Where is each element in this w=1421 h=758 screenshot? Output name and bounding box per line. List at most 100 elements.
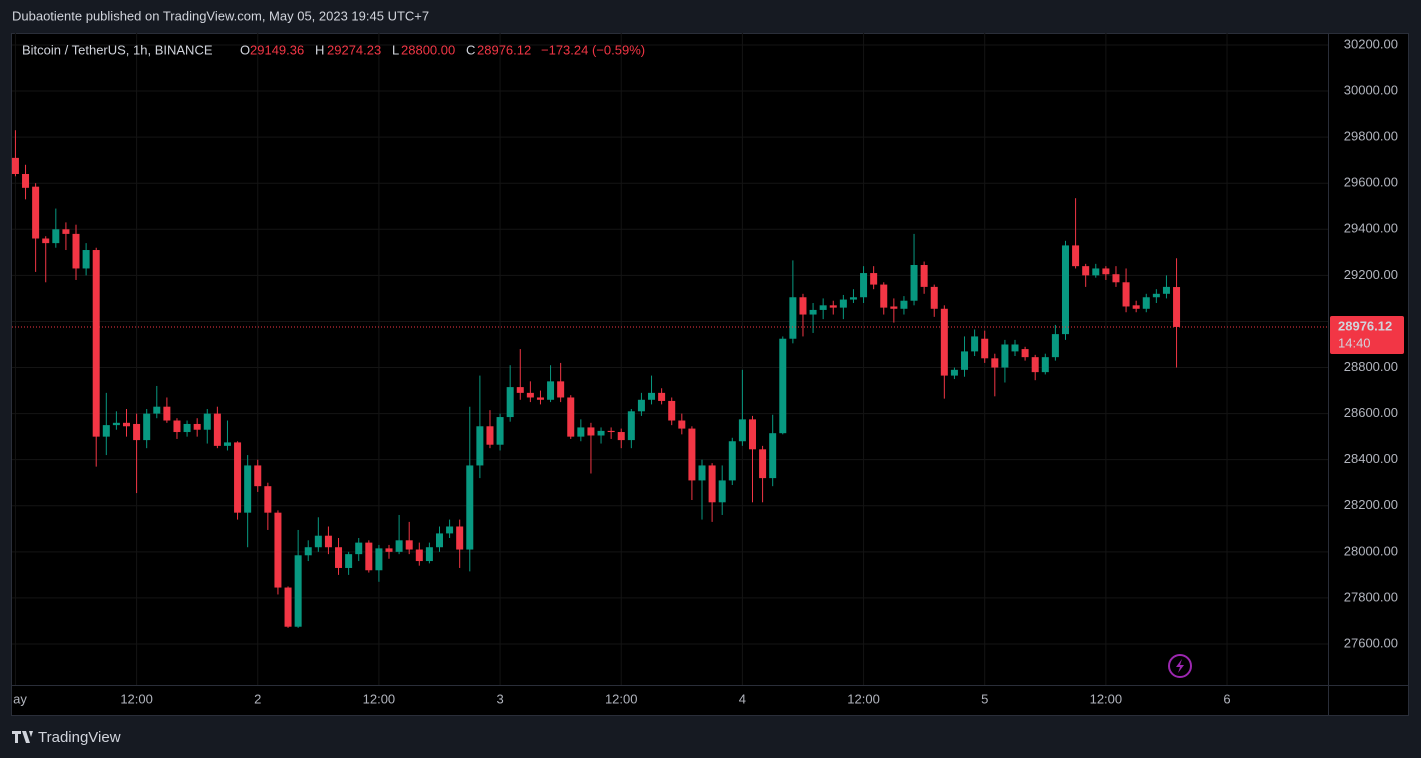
legend-key: O [240, 42, 250, 57]
candle-body [950, 369, 958, 376]
candle-body [829, 305, 837, 308]
candle-body [779, 338, 787, 434]
candle-body [839, 299, 847, 308]
candle-body [1072, 245, 1080, 267]
candle-body [335, 547, 343, 568]
candle-body [587, 427, 595, 436]
y-tick-label: 30000.00 [1344, 82, 1398, 97]
candle-body [516, 387, 524, 393]
x-tick-label: 3 [496, 691, 503, 706]
candle-body [112, 422, 120, 426]
candle-body [425, 547, 433, 562]
candle-body [971, 336, 979, 352]
candle-body [668, 400, 676, 421]
candle-body [345, 554, 353, 568]
candle-body [234, 442, 242, 513]
candle-body [678, 420, 686, 429]
candle-body [536, 397, 544, 400]
candle-body [547, 381, 555, 400]
candle-body [375, 548, 383, 571]
candle-body [1142, 297, 1150, 309]
candle-body [122, 422, 130, 427]
candle-body [213, 413, 221, 446]
candle-body [526, 392, 534, 398]
candle-body [143, 413, 151, 441]
candle-body [860, 273, 868, 298]
x-tick-label: 6 [1223, 691, 1230, 706]
candle-body [748, 419, 756, 450]
candle-body [133, 423, 141, 441]
candle-body [658, 392, 666, 401]
x-tick-label: ay [13, 691, 27, 706]
candle-body [789, 297, 797, 339]
candle-body [244, 465, 252, 513]
candle-body [1152, 293, 1160, 298]
candle-body [254, 465, 262, 487]
candle-body [991, 358, 999, 368]
candle-body [284, 587, 292, 627]
legend-value: 28976.12 [477, 42, 531, 57]
last-price-tag [1330, 315, 1404, 354]
y-tick-label: 28000.00 [1344, 543, 1398, 558]
candle-body [304, 547, 312, 556]
candle-body [92, 250, 100, 437]
candle-body [42, 238, 50, 244]
candle-body [769, 433, 777, 479]
footer-logo [12, 731, 33, 743]
candle-body [32, 186, 40, 239]
countdown-label: 14:40 [1338, 335, 1371, 350]
x-tick-label: 12:00 [1090, 691, 1123, 706]
candle-body [294, 555, 302, 627]
candle-body [385, 548, 393, 552]
candle-body [1011, 344, 1019, 352]
candle-body [920, 265, 928, 287]
candle-body [819, 305, 827, 310]
legend-value: 28800.00 [401, 42, 455, 57]
candle-body [314, 535, 322, 548]
candle-body [435, 533, 443, 548]
candle-body [1041, 357, 1049, 373]
candle-body [961, 351, 969, 370]
candle-body [577, 427, 585, 437]
candle-body [496, 417, 504, 445]
candle-body [11, 157, 19, 174]
legend-key: C [466, 42, 475, 57]
candle-body [698, 465, 706, 481]
x-tick-label: 12:00 [120, 691, 153, 706]
candle-body [173, 420, 181, 433]
candle-body [627, 411, 635, 441]
candle-body [223, 442, 231, 446]
candle-body [1031, 357, 1039, 373]
candle-body [890, 306, 898, 309]
candle-body [1001, 344, 1009, 368]
candle-body [324, 535, 332, 548]
candle-body [1173, 287, 1181, 327]
candle-body [809, 309, 817, 315]
candle-body [1051, 334, 1059, 358]
candle-body [415, 549, 423, 562]
x-tick-label: 4 [739, 691, 746, 706]
candle-body [456, 526, 464, 550]
candle-body [1102, 268, 1110, 275]
candle-body [738, 419, 746, 442]
candle-body [637, 399, 645, 412]
alert-icon[interactable] [1168, 654, 1192, 678]
candle-body [900, 300, 908, 309]
candle-body [981, 338, 989, 359]
candle-body [466, 465, 474, 550]
published-line: Dubaotiente published on TradingView.com… [12, 8, 429, 23]
x-tick-label: 12:00 [363, 691, 396, 706]
candle-body [648, 392, 656, 400]
candle-body [193, 423, 201, 430]
x-tick-label: 5 [981, 691, 988, 706]
candle-body [870, 273, 878, 285]
candle-body [395, 540, 403, 552]
candles [11, 130, 1328, 628]
y-tick-label: 29800.00 [1344, 129, 1398, 144]
candle-body [759, 449, 767, 479]
candle-body [446, 526, 454, 534]
candle-body [1112, 274, 1120, 283]
candle-body [597, 430, 605, 436]
y-tick-label: 28800.00 [1344, 359, 1398, 374]
